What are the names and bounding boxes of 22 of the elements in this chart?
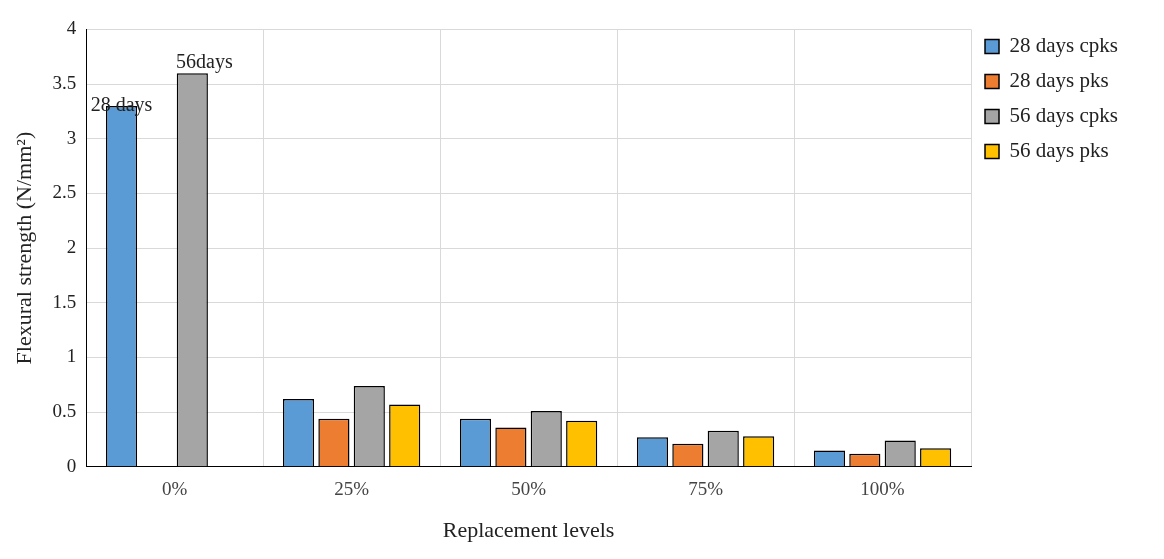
y-axis-title: Flexural strength (N/mm²)	[10, 131, 36, 365]
y-tick-label: 0.5	[52, 400, 77, 422]
x-axis-title: Replacement levels	[442, 516, 615, 542]
x-tick-label: 50%	[511, 478, 547, 500]
y-tick-label: 2.5	[52, 181, 77, 203]
y-tick-label: 1.5	[52, 290, 77, 312]
x-tick-label: 100%	[860, 478, 905, 500]
annotation: 28 days	[90, 93, 153, 117]
y-tick-label: 3.5	[52, 72, 77, 94]
x-tick-label: 75%	[688, 478, 724, 500]
legend-label: 56 days pks	[1009, 138, 1109, 163]
y-tick-label: 0	[66, 454, 77, 476]
legend-label: 28 days pks	[1009, 68, 1109, 93]
y-tick-label: 4	[66, 17, 77, 39]
y-tick-label: 3	[66, 126, 77, 148]
x-tick-label: 25%	[334, 478, 370, 500]
y-tick-label: 2	[66, 236, 77, 258]
annotation: 56days	[176, 50, 233, 74]
legend-label: 56 days cpks	[1009, 103, 1119, 128]
legend-label: 28 days cpks	[1009, 33, 1119, 58]
x-tick-label: 0%	[161, 478, 188, 500]
y-tick-label: 1	[66, 345, 77, 367]
